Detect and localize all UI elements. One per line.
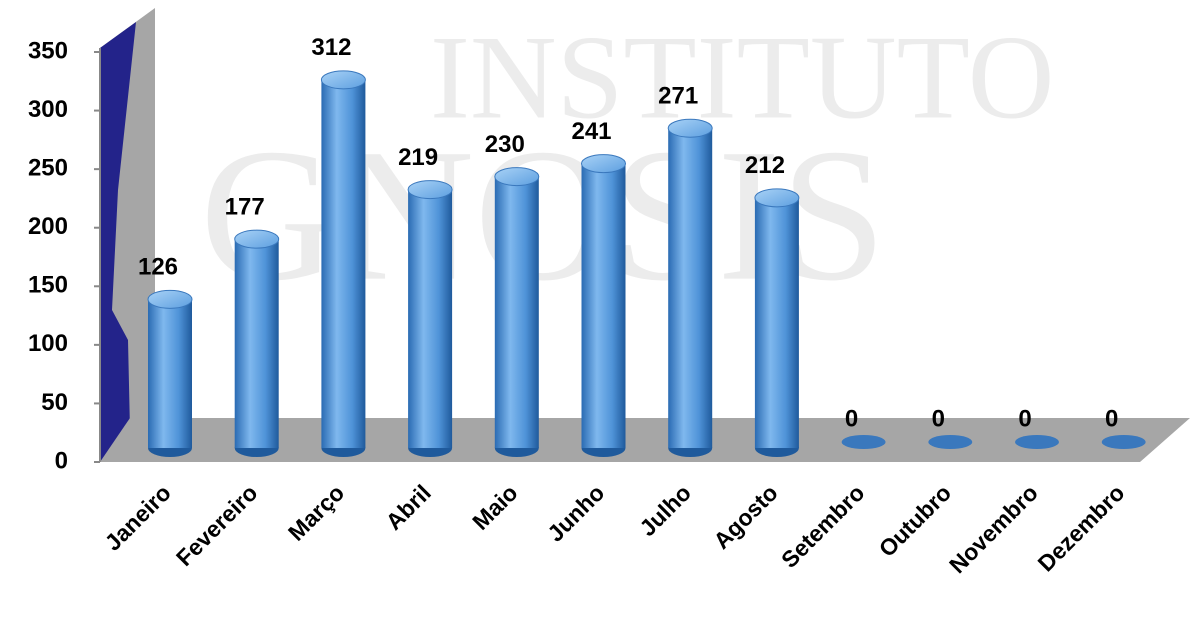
- bar-cap: [581, 154, 626, 174]
- y-tick-label: 350: [28, 37, 68, 64]
- watermark: INSTITUTO: [430, 11, 1054, 144]
- bar-cap: [234, 229, 280, 249]
- bar-cap: [667, 118, 713, 138]
- y-tick-label: 100: [28, 330, 68, 357]
- bar-cap: [494, 167, 540, 187]
- bar-cap: [320, 70, 366, 90]
- data-label: 0: [845, 405, 858, 432]
- floor: [100, 418, 1190, 462]
- data-label: 271: [658, 83, 698, 110]
- bar: [754, 197, 799, 448]
- bar: [494, 176, 539, 448]
- bar-cap: [147, 289, 193, 309]
- x-tick-label: Março: [283, 479, 349, 545]
- data-label: 230: [485, 131, 525, 158]
- x-tick-label: Julho: [634, 479, 696, 541]
- x-tick-label: Dezembro: [1033, 479, 1130, 576]
- x-tick-label: Abril: [381, 479, 436, 534]
- x-tick-label: Maio: [467, 479, 522, 534]
- bar-cap: [407, 180, 453, 200]
- data-label: 219: [398, 144, 438, 171]
- x-tick-label: Fevereiro: [171, 479, 263, 571]
- x-tick-label: Novembro: [944, 479, 1043, 578]
- y-tick-label: 150: [28, 272, 68, 299]
- bar: [148, 299, 192, 448]
- bar: [321, 79, 366, 448]
- data-label: 0: [932, 405, 945, 432]
- data-label: 312: [311, 34, 351, 61]
- data-label: 177: [225, 193, 265, 220]
- x-tick-label: Agosto: [708, 479, 782, 553]
- data-label: 212: [745, 152, 785, 179]
- bar: [668, 128, 713, 448]
- bar: [581, 163, 626, 448]
- y-tick-label: 200: [28, 213, 68, 240]
- x-tick-label: Setembro: [776, 479, 869, 572]
- bar: [928, 435, 973, 449]
- data-label: 241: [571, 118, 611, 145]
- bar: [841, 435, 886, 449]
- data-label: 0: [1105, 405, 1118, 432]
- bar: [1101, 435, 1146, 449]
- x-tick-label: Junho: [542, 479, 609, 546]
- y-tick-label: 300: [28, 96, 68, 123]
- y-tick-label: 250: [28, 154, 68, 181]
- y-tick-label: 50: [41, 389, 68, 416]
- bar: [408, 189, 453, 448]
- data-label: 126: [138, 254, 178, 281]
- y-tick-label: 0: [55, 447, 68, 474]
- bar-cap: [754, 188, 800, 208]
- x-tick-label: Janeiro: [100, 479, 176, 555]
- data-label: 0: [1018, 405, 1031, 432]
- side-wall-shade: [100, 22, 136, 462]
- bar: [1015, 435, 1059, 449]
- bar: [234, 239, 279, 448]
- x-tick-label: Outubro: [874, 479, 957, 562]
